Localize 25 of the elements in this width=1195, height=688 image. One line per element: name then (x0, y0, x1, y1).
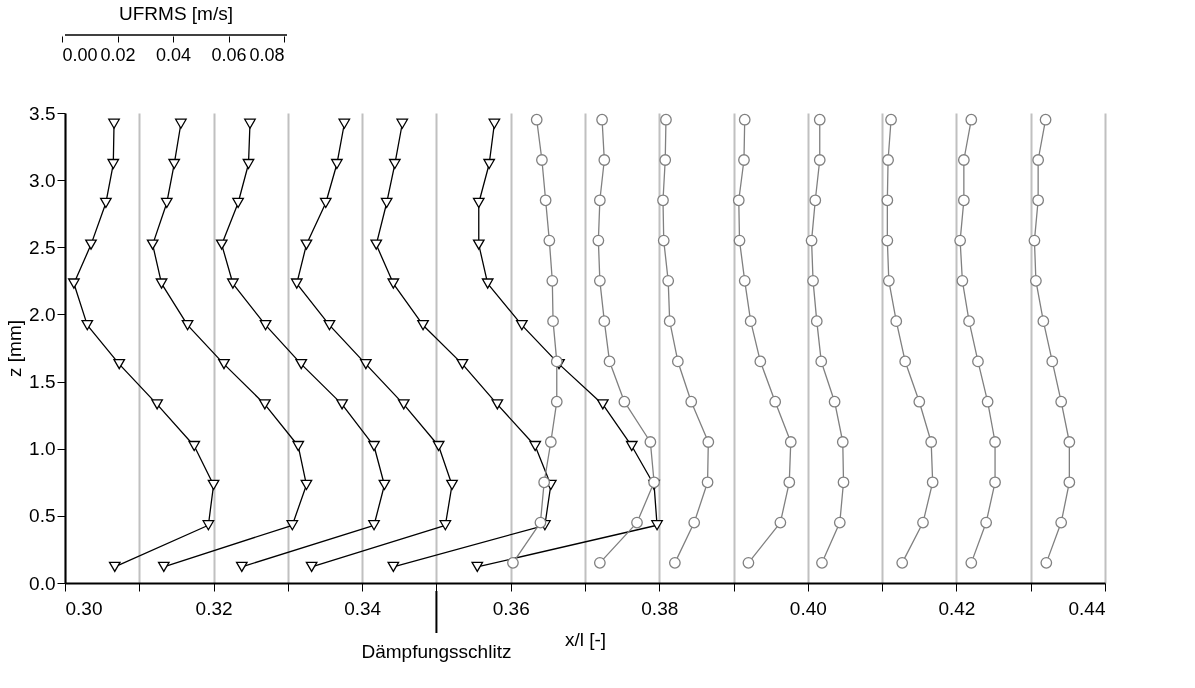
x-tick-label: 0.32 (195, 597, 233, 619)
x-tick-label: 0.40 (789, 597, 827, 619)
y-tick-label: 0.5 (29, 505, 56, 527)
x2-tick-label: 0.00 (62, 44, 98, 65)
y-tick-label: 1.0 (29, 438, 56, 460)
annotation: Dämpfungsschlitz (361, 641, 512, 662)
y-tick-label: 1.5 (29, 371, 56, 393)
x-tick-label: 0.36 (492, 597, 530, 619)
y-tick-label: 2.0 (29, 303, 56, 325)
x-tick-label: 0.30 (65, 597, 103, 619)
x-tick-label: 0.44 (1068, 597, 1106, 619)
x-tick-label: 0.34 (344, 597, 382, 619)
y-tick-label: 0.0 (29, 572, 56, 594)
x2-axis-title: UFRMS [m/s] (119, 3, 233, 25)
x-axis-title: x/l [-] (564, 628, 607, 650)
x-tick-label: 0.38 (641, 597, 679, 619)
x2-tick-label: 0.08 (249, 44, 285, 65)
y-axis-title: z [mm] (4, 320, 26, 377)
y-tick-label: 3.0 (29, 169, 56, 191)
x-tick-label: 0.42 (938, 597, 976, 619)
x2-tick-label: 0.04 (155, 44, 192, 65)
x2-tick-label: 0.06 (211, 44, 247, 65)
x2-tick-label: 0.02 (100, 44, 136, 65)
y-tick-label: 2.5 (29, 236, 56, 258)
y-tick-label: 3.5 (29, 102, 56, 124)
